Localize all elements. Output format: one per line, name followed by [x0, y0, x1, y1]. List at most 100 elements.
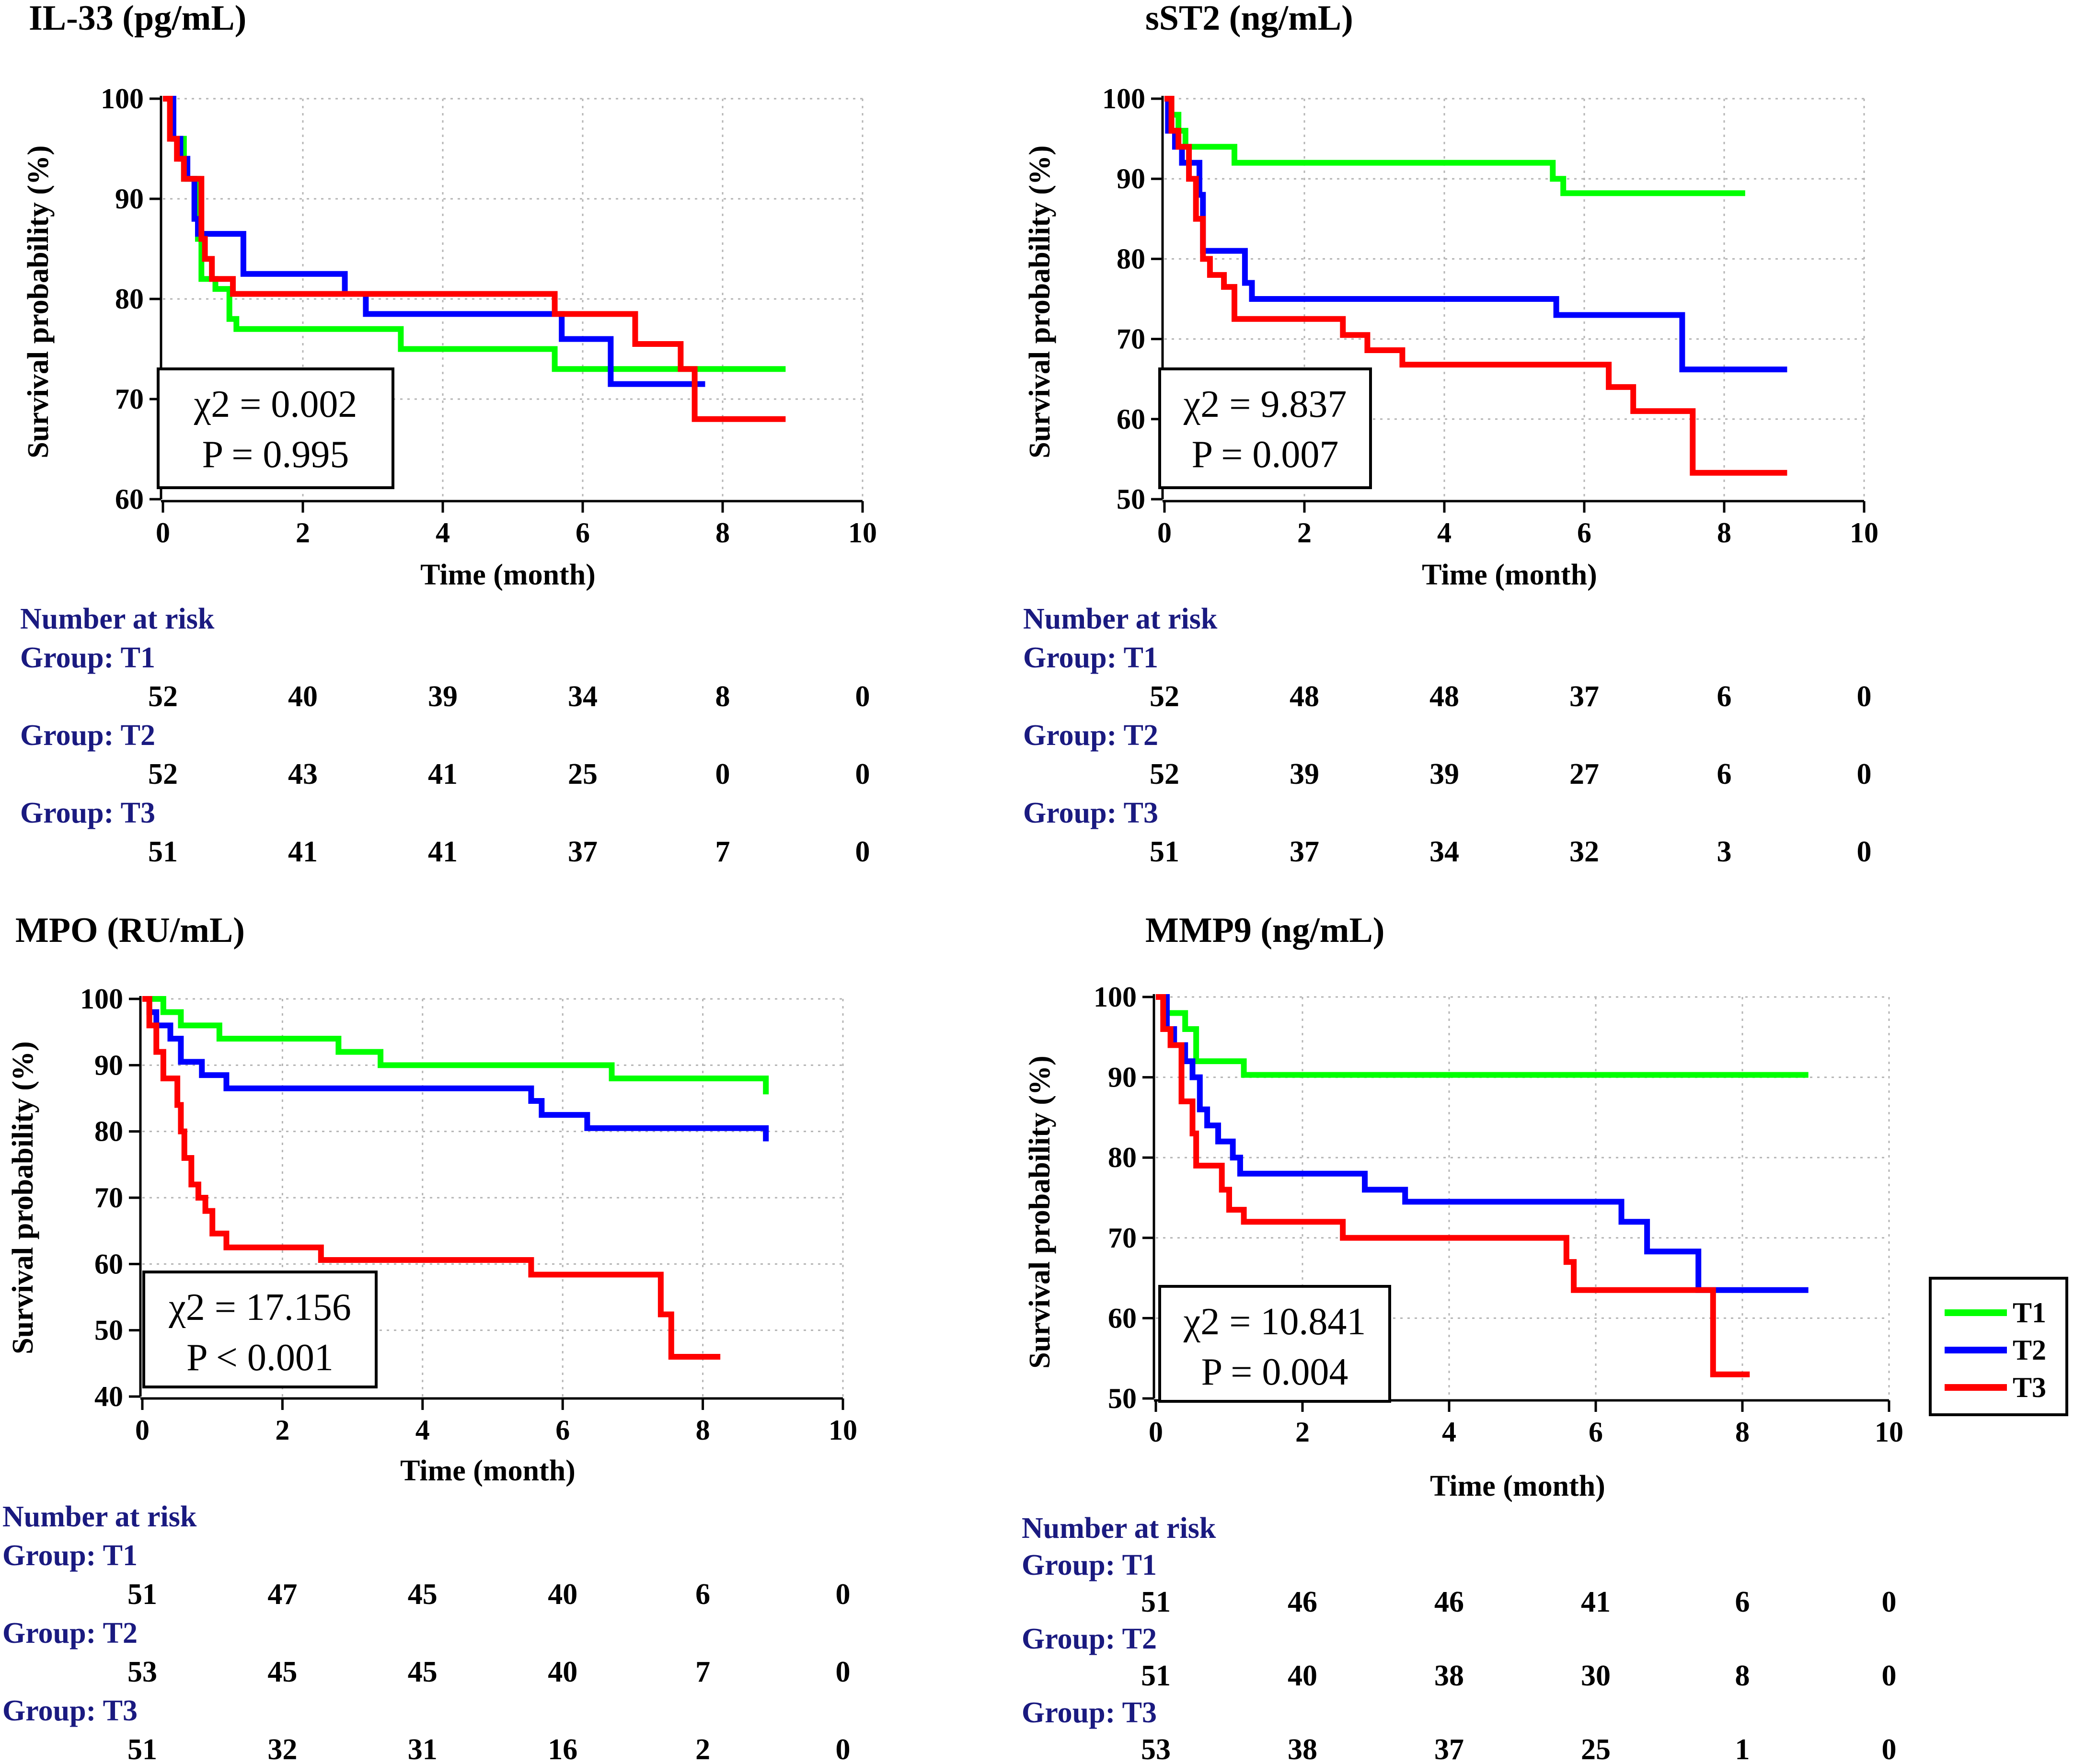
risk-group-label: Group: T1 [2, 1539, 138, 1572]
risk-heading: Number at risk [1023, 603, 1218, 635]
risk-value: 41 [428, 758, 458, 790]
y-tick-label: 60 [1117, 403, 1145, 435]
stat-box [157, 367, 394, 489]
risk-value: 0 [1857, 836, 1872, 868]
risk-group-label: Group: T1 [20, 641, 155, 674]
x-tick-label: 0 [1149, 1416, 1163, 1448]
risk-value: 51 [1141, 1586, 1171, 1618]
km-panel-mmp9: MMP9 (ng/mL)0 2 4 6 8 105060708090100Survival… [1022, 911, 1903, 1764]
risk-value: 40 [548, 1578, 577, 1611]
panel-title: MPO (RU/mL) [15, 911, 245, 950]
y-tick-label: 70 [94, 1182, 123, 1214]
risk-value: 48 [1290, 680, 1319, 713]
risk-value: 37 [1290, 836, 1319, 868]
risk-value: 34 [568, 680, 598, 713]
x-tick-label: 10 [1875, 1416, 1903, 1448]
risk-value: 48 [1429, 680, 1459, 713]
x-tick-label: 4 [1437, 517, 1452, 549]
y-tick-label: 70 [1117, 323, 1145, 355]
x-tick-label: 10 [848, 517, 877, 549]
y-axis-label: Survival probability (%) [22, 145, 55, 458]
y-tick-label: 50 [1117, 483, 1145, 515]
x-tick-label: 8 [696, 1414, 710, 1446]
survival-curve-t3 [1164, 96, 1787, 476]
risk-group-label: Group: T3 [20, 797, 155, 829]
x-tick-label: 8 [1735, 1416, 1750, 1448]
risk-value: 16 [548, 1733, 577, 1764]
x-tick-label: 8 [1717, 517, 1731, 549]
y-tick-label: 80 [94, 1116, 123, 1147]
risk-value: 51 [1150, 836, 1179, 868]
y-axis-label: Survival probability (%) [1024, 1055, 1056, 1368]
x-tick-label: 6 [576, 517, 590, 549]
y-axis-label: Survival probability (%) [7, 1041, 39, 1354]
risk-value: 1 [1735, 1733, 1750, 1764]
y-tick-label: 60 [115, 483, 144, 515]
risk-value: 47 [267, 1578, 297, 1611]
risk-value: 0 [715, 758, 730, 790]
risk-value: 8 [715, 680, 730, 713]
y-axis-label: Survival probability (%) [1024, 145, 1056, 458]
risk-value: 51 [127, 1733, 157, 1764]
y-tick-label: 100 [101, 83, 144, 115]
x-tick-label: 0 [156, 517, 170, 549]
risk-value: 37 [1569, 680, 1599, 713]
x-tick-label: 8 [715, 517, 730, 549]
survival-curve-t1 [142, 996, 769, 1095]
x-tick-label: 10 [829, 1414, 857, 1446]
number-at-risk-table: Number at risk Group: T1 52 40 39 34 8 0 Group: … [20, 603, 870, 868]
x-axis-label: Time (month) [1422, 559, 1597, 591]
chi-square-value: χ2 = 17.156 [168, 1286, 351, 1329]
risk-value: 52 [148, 680, 178, 713]
y-tick-label: 40 [94, 1381, 123, 1412]
stat-box [1158, 1285, 1391, 1403]
x-tick-label: 2 [296, 517, 310, 549]
risk-value: 0 [1857, 758, 1872, 790]
stat-box [1158, 367, 1372, 489]
risk-value: 32 [267, 1733, 297, 1764]
risk-value: 7 [715, 836, 730, 868]
risk-group-label: Group: T1 [1022, 1549, 1157, 1581]
risk-value: 34 [1429, 836, 1459, 868]
risk-value: 0 [855, 836, 870, 868]
risk-value: 52 [1150, 680, 1179, 713]
chi-square-value: χ2 = 0.002 [194, 383, 357, 425]
risk-group-label: Group: T1 [1023, 641, 1158, 674]
risk-value: 39 [1429, 758, 1459, 790]
risk-value: 38 [1434, 1660, 1464, 1692]
legend-box [1929, 1277, 2068, 1416]
y-tick-label: 60 [1108, 1302, 1137, 1334]
legend-label-t2: T2 [2013, 1334, 2046, 1366]
chi-square-value: χ2 = 9.837 [1183, 383, 1347, 425]
y-tick-label: 90 [94, 1049, 123, 1081]
risk-value: 0 [1882, 1733, 1897, 1764]
number-at-risk-table: Number at risk Group: T1 51 46 46 41 6 0 Group: … [1022, 1512, 1897, 1764]
x-axis-label: Time (month) [420, 559, 596, 591]
chi-square-value: χ2 = 10.841 [1183, 1301, 1366, 1343]
y-tick-label: 90 [1108, 1062, 1137, 1093]
risk-value: 30 [1581, 1660, 1611, 1692]
risk-value: 0 [836, 1656, 851, 1688]
risk-value: 41 [428, 836, 458, 868]
km-panel-mpo: MPO (RU/mL)0 2 4 6 8 10405060708090100Surviva… [2, 911, 857, 1764]
risk-value: 45 [408, 1656, 438, 1688]
x-tick-label: 10 [1850, 517, 1878, 549]
risk-group-label: Group: T3 [2, 1695, 138, 1727]
risk-value: 25 [568, 758, 598, 790]
legend: T1 T2 T3 [1929, 1277, 2068, 1416]
x-tick-label: 0 [1157, 517, 1172, 549]
number-at-risk-table: Number at risk Group: T1 52 48 48 37 6 0 Group: … [1023, 603, 1872, 868]
y-tick-label: 90 [1117, 163, 1145, 195]
x-tick-label: 4 [1442, 1416, 1456, 1448]
x-tick-label: 6 [1589, 1416, 1603, 1448]
risk-value: 38 [1288, 1733, 1317, 1764]
risk-group-label: Group: T2 [1023, 719, 1158, 752]
risk-heading: Number at risk [1022, 1512, 1216, 1545]
risk-value: 41 [288, 836, 318, 868]
risk-value: 8 [1735, 1660, 1750, 1692]
risk-value: 6 [695, 1578, 710, 1611]
risk-value: 37 [568, 836, 598, 868]
risk-value: 6 [1735, 1586, 1750, 1618]
risk-value: 6 [1717, 680, 1732, 713]
risk-value: 53 [1141, 1733, 1171, 1764]
